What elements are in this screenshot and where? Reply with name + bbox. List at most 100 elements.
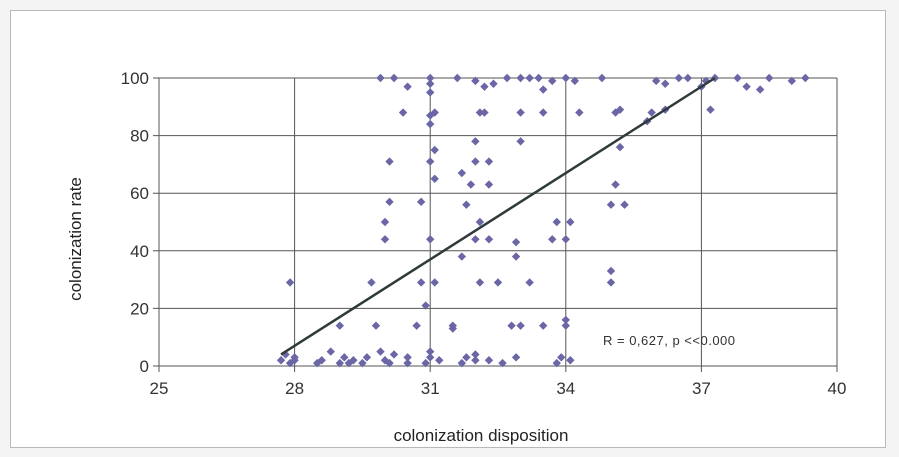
x-tick-label: 40 <box>828 379 847 398</box>
data-point <box>426 347 435 356</box>
data-point <box>701 76 711 86</box>
data-point <box>484 235 494 244</box>
data-point <box>516 73 525 83</box>
data-point <box>484 157 494 166</box>
x-tick-label: 34 <box>556 379 575 398</box>
data-point <box>389 350 399 359</box>
data-point <box>552 217 561 227</box>
data-point <box>426 119 435 129</box>
data-point <box>426 353 435 362</box>
data-point <box>475 217 485 227</box>
x-tick-label: 25 <box>150 379 169 398</box>
x-tick-label: 37 <box>692 379 711 398</box>
data-point <box>362 353 372 362</box>
grid-lines <box>153 77 838 372</box>
data-point <box>403 358 412 368</box>
data-point <box>606 278 616 287</box>
data-point <box>548 76 557 86</box>
data-point <box>340 353 349 362</box>
data-point <box>615 142 625 152</box>
data-point <box>421 301 430 310</box>
data-point <box>706 105 715 114</box>
data-point <box>276 356 286 365</box>
data-point <box>435 356 444 365</box>
data-point <box>480 82 489 91</box>
data-point <box>561 315 570 325</box>
data-points <box>276 73 810 368</box>
data-point <box>498 358 507 368</box>
x-tick-labels: 25 28 31 34 37 40 <box>150 379 847 398</box>
data-point <box>380 217 390 227</box>
data-point <box>426 88 435 97</box>
data-point <box>471 137 480 146</box>
data-point <box>457 168 467 178</box>
data-point <box>755 85 765 94</box>
data-point <box>511 252 521 261</box>
data-point <box>453 73 462 83</box>
data-point <box>462 200 471 209</box>
data-point <box>358 358 367 368</box>
data-point <box>683 73 693 83</box>
data-point <box>502 73 512 83</box>
data-point <box>376 347 385 356</box>
data-point <box>557 353 566 362</box>
data-point <box>507 321 516 330</box>
data-point <box>801 73 810 83</box>
y-tick-label: 20 <box>130 299 149 318</box>
data-point <box>484 356 494 365</box>
data-point <box>380 235 390 244</box>
data-point <box>787 76 796 86</box>
data-point <box>416 197 426 207</box>
data-point <box>462 353 471 362</box>
x-tick-label: 31 <box>421 379 440 398</box>
data-point <box>376 73 385 83</box>
data-point <box>412 321 421 330</box>
data-point <box>457 358 467 368</box>
data-point <box>575 108 584 117</box>
data-point <box>539 85 548 94</box>
data-point <box>448 324 457 333</box>
data-point <box>471 235 480 244</box>
data-point <box>471 157 480 166</box>
data-point <box>285 278 295 287</box>
data-point <box>561 73 570 83</box>
data-point <box>674 73 683 83</box>
x-axis-title: colonization disposition <box>394 426 569 445</box>
data-point <box>525 278 534 287</box>
data-point <box>471 350 480 359</box>
data-point <box>421 358 430 368</box>
data-point <box>548 235 557 244</box>
data-point <box>765 73 774 83</box>
data-point <box>385 157 394 166</box>
data-point <box>335 358 344 368</box>
y-tick-label: 100 <box>121 69 149 88</box>
data-point <box>525 73 534 83</box>
data-point <box>566 217 575 227</box>
data-point <box>647 108 656 117</box>
data-point <box>344 358 354 368</box>
data-point <box>403 353 412 362</box>
data-point <box>466 180 476 189</box>
data-point <box>389 73 399 83</box>
correlation-annotation: R = 0,627, p <<0.000 <box>603 333 736 348</box>
data-point <box>475 108 485 117</box>
y-tick-label: 40 <box>130 242 149 261</box>
scatter-chart: 25 28 31 34 37 40 0 20 40 60 80 100 R = 0,627, p <… <box>66 69 847 445</box>
data-point <box>561 235 570 244</box>
data-point <box>471 76 480 86</box>
data-point <box>484 180 494 189</box>
x-tick-label: 28 <box>285 379 304 398</box>
data-point <box>471 356 480 365</box>
data-point <box>516 108 525 117</box>
data-point <box>661 79 670 88</box>
data-point <box>335 321 344 330</box>
y-axis-title: colonization rate <box>66 177 85 301</box>
data-point <box>430 278 439 287</box>
data-point <box>516 321 525 330</box>
data-point <box>480 108 489 117</box>
data-point <box>552 358 561 368</box>
data-point <box>539 108 548 117</box>
data-point <box>430 145 439 155</box>
data-point <box>597 73 607 83</box>
data-point <box>652 76 661 86</box>
